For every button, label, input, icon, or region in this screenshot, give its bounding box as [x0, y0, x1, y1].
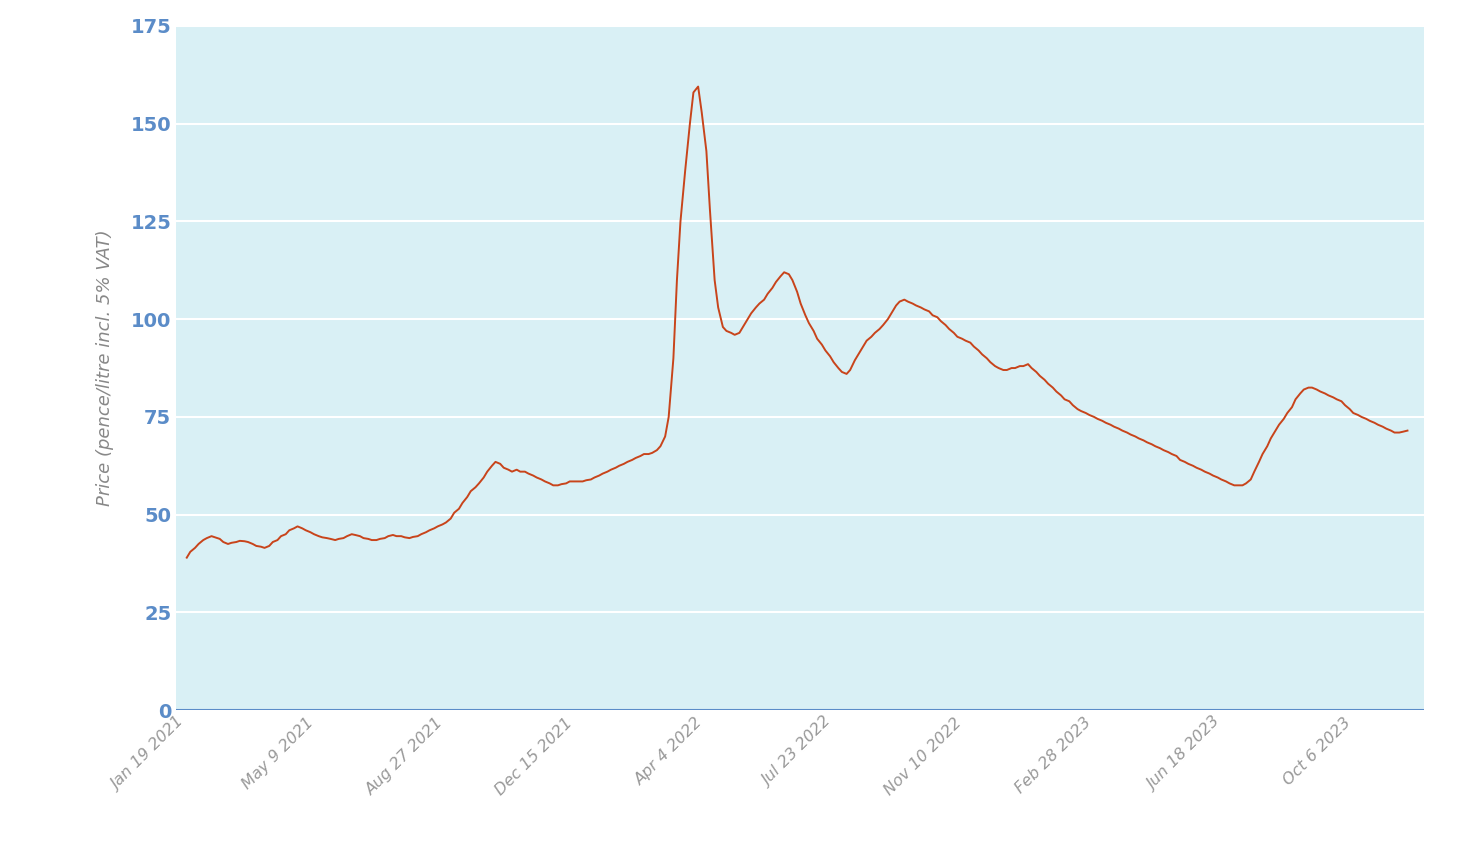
Y-axis label: Price (pence/litre incl. 5% VAT): Price (pence/litre incl. 5% VAT) [95, 229, 113, 507]
